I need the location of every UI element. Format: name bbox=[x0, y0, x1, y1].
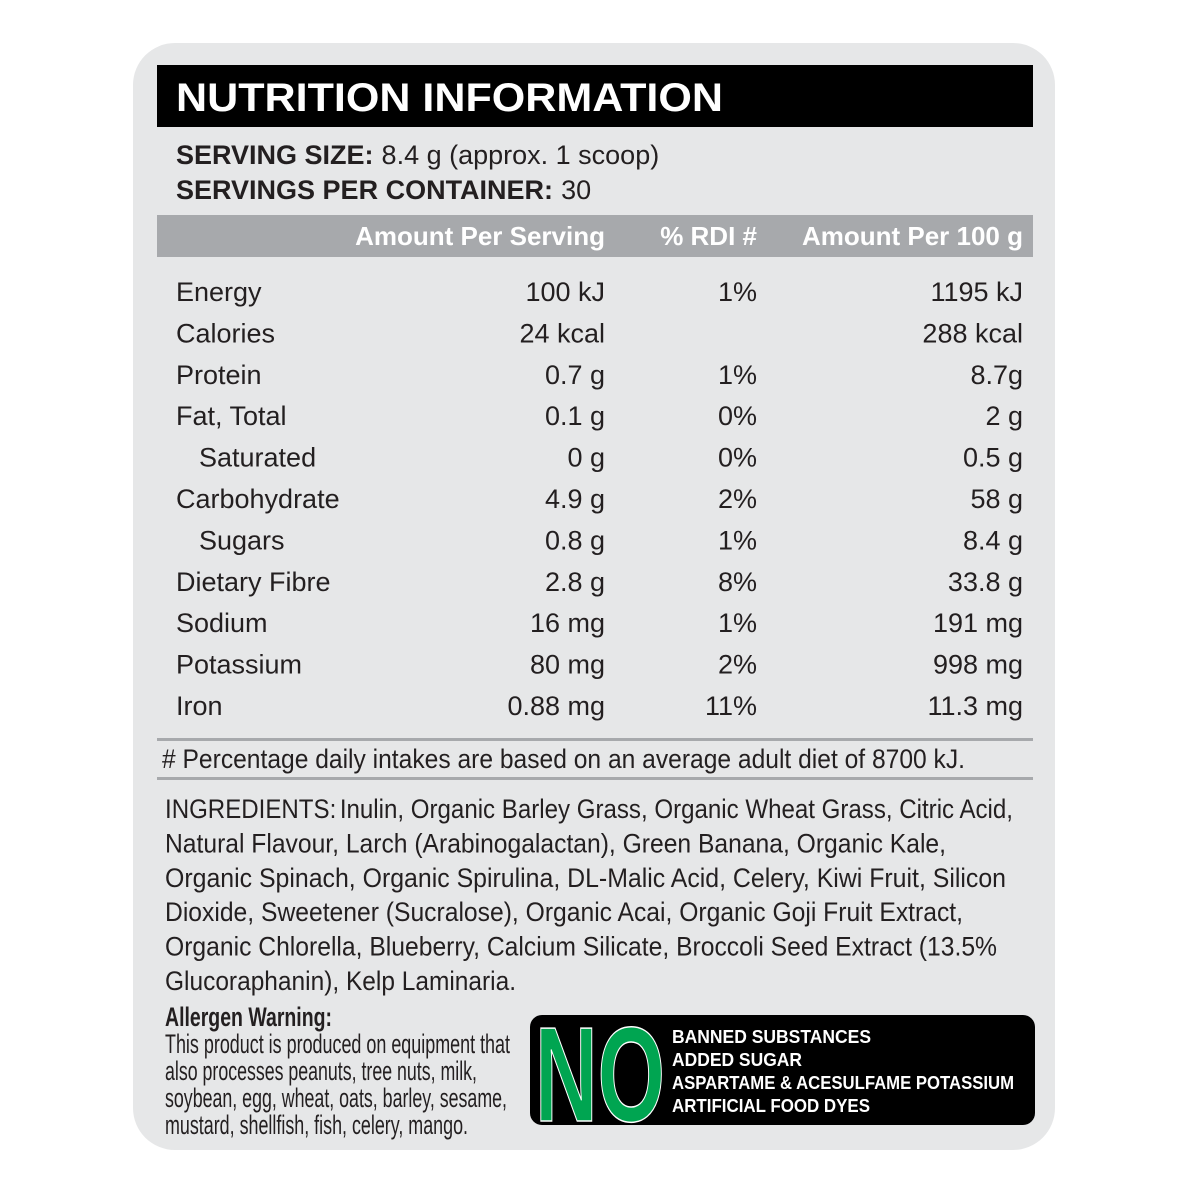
nutrient-value: 11.3 mg bbox=[927, 691, 1023, 721]
ingredients-line: Organic Spinach, Organic Spirulina, DL-M… bbox=[165, 863, 1006, 893]
column-header: Amount Per 100 g bbox=[802, 221, 1023, 251]
ingredients-label: INGREDIENTS: bbox=[165, 794, 336, 824]
serving-size: SERVING SIZE: 8.4 g (approx. 1 scoop) bbox=[176, 140, 659, 170]
ingredients-line: INGREDIENTS:Inulin, Organic Barley Grass… bbox=[165, 794, 1013, 824]
no-big: NO bbox=[535, 999, 665, 1150]
ingredients-line: Organic Chlorella, Blueberry, Calcium Si… bbox=[165, 932, 997, 962]
nutrient-value: 11% bbox=[705, 691, 757, 721]
no-item: ARTIFICIAL FOOD DYES bbox=[672, 1096, 870, 1116]
allergen-line: This product is produced on equipment th… bbox=[165, 1029, 510, 1059]
ingredients-text: Organic Spinach, Organic Spirulina, DL-M… bbox=[165, 863, 1006, 893]
serving-size-label: SERVING SIZE: bbox=[176, 140, 374, 170]
ingredients-text: Inulin, Organic Barley Grass, Organic Wh… bbox=[340, 794, 1013, 824]
nutrient-name: Dietary Fibre bbox=[176, 567, 331, 597]
nutrient-value: 0.8 g bbox=[545, 525, 605, 555]
nutrient-value: 24 kcal bbox=[519, 318, 605, 348]
nutrient-value: 16 mg bbox=[530, 608, 605, 638]
nutrient-value: 58 g bbox=[970, 484, 1023, 514]
column-header-bar bbox=[157, 215, 1033, 257]
nutrient-name: Fat, Total bbox=[176, 401, 287, 431]
allergen-line: mustard, shellfish, fish, celery, mango. bbox=[165, 1110, 468, 1140]
nutrient-value: 1195 kJ bbox=[930, 277, 1023, 307]
ingredients-line: Natural Flavour, Larch (Arabinogalactan)… bbox=[165, 828, 946, 858]
nutrient-value: 8.7g bbox=[970, 360, 1023, 390]
no-item: ASPARTAME & ACESULFAME POTASSIUM bbox=[672, 1073, 1014, 1093]
nutrient-name: Protein bbox=[176, 360, 262, 390]
nutrient-name: Saturated bbox=[199, 443, 316, 473]
title: NUTRITION INFORMATION bbox=[176, 76, 723, 120]
title-bar bbox=[157, 65, 1033, 127]
nutrient-value: 0% bbox=[718, 443, 757, 473]
nutrient-value: 0.7 g bbox=[545, 360, 605, 390]
servings-label: SERVINGS PER CONTAINER: bbox=[176, 175, 553, 205]
nutrient-name: Potassium bbox=[176, 650, 302, 680]
nutrient-value: 8.4 g bbox=[963, 525, 1023, 555]
nutrient-value: 0.88 mg bbox=[507, 691, 605, 721]
nutrient-value: 0.1 g bbox=[545, 401, 605, 431]
nutrient-value: 2% bbox=[718, 484, 757, 514]
ingredients-text: Dioxide, Sweetener (Sucralose), Organic … bbox=[165, 897, 963, 927]
nutrient-name: Carbohydrate bbox=[176, 484, 340, 514]
nutrient-value: 998 mg bbox=[933, 650, 1023, 680]
ingredients-line: Glucoraphanin), Kelp Laminaria. bbox=[165, 966, 516, 996]
nutrient-value: 0 g bbox=[567, 443, 605, 473]
nutrient-value: 8% bbox=[718, 567, 757, 597]
servings-per-container: SERVINGS PER CONTAINER: 30 bbox=[176, 175, 591, 205]
nutrient-value: 1% bbox=[718, 360, 757, 390]
nutrient-value: 288 kcal bbox=[922, 318, 1023, 348]
footnote: # Percentage daily intakes are based on … bbox=[162, 744, 965, 774]
allergen-line: also processes peanuts, tree nuts, milk, bbox=[165, 1056, 477, 1086]
nutrient-name: Sugars bbox=[199, 525, 285, 555]
nutrient-name: Iron bbox=[176, 691, 223, 721]
ingredients-text: Glucoraphanin), Kelp Laminaria. bbox=[165, 966, 516, 996]
nutrient-value: 4.9 g bbox=[545, 484, 605, 514]
nutrient-value: 1% bbox=[718, 525, 757, 555]
nutrient-value: 2.8 g bbox=[545, 567, 605, 597]
servings-value: 30 bbox=[561, 175, 591, 205]
nutrient-value: 0.5 g bbox=[963, 443, 1023, 473]
nutrient-value: 1% bbox=[718, 277, 757, 307]
nutrient-value: 2% bbox=[718, 650, 757, 680]
nutrient-value: 0% bbox=[718, 401, 757, 431]
no-item: BANNED SUBSTANCES bbox=[672, 1027, 871, 1047]
nutrient-value: 33.8 g bbox=[948, 567, 1023, 597]
no-item: ADDED SUGAR bbox=[672, 1050, 802, 1070]
ingredients-line: Dioxide, Sweetener (Sucralose), Organic … bbox=[165, 897, 963, 927]
ingredients-text: Natural Flavour, Larch (Arabinogalactan)… bbox=[165, 828, 946, 858]
nutrient-name: Energy bbox=[176, 277, 262, 307]
allergen-line: soybean, egg, wheat, oats, barley, sesam… bbox=[165, 1083, 507, 1113]
nutrient-name: Calories bbox=[176, 318, 275, 348]
divider bbox=[157, 738, 1033, 741]
nutrient-value: 1% bbox=[718, 608, 757, 638]
ingredients-text: Organic Chlorella, Blueberry, Calcium Si… bbox=[165, 932, 997, 962]
nutrient-value: 191 mg bbox=[933, 608, 1023, 638]
panel bbox=[133, 43, 1055, 1150]
nutrient-name: Sodium bbox=[176, 608, 268, 638]
serving-size-value: 8.4 g (approx. 1 scoop) bbox=[382, 140, 660, 170]
nutrient-value: 2 g bbox=[985, 401, 1023, 431]
column-header: Amount Per Serving bbox=[355, 221, 605, 251]
column-header: % RDI # bbox=[660, 221, 757, 251]
no-box bbox=[530, 1015, 1035, 1125]
nutrient-value: 80 mg bbox=[530, 650, 605, 680]
nutrient-value: 100 kJ bbox=[525, 277, 605, 307]
divider bbox=[157, 777, 1033, 780]
allergen-title: Allergen Warning: bbox=[165, 1002, 332, 1032]
